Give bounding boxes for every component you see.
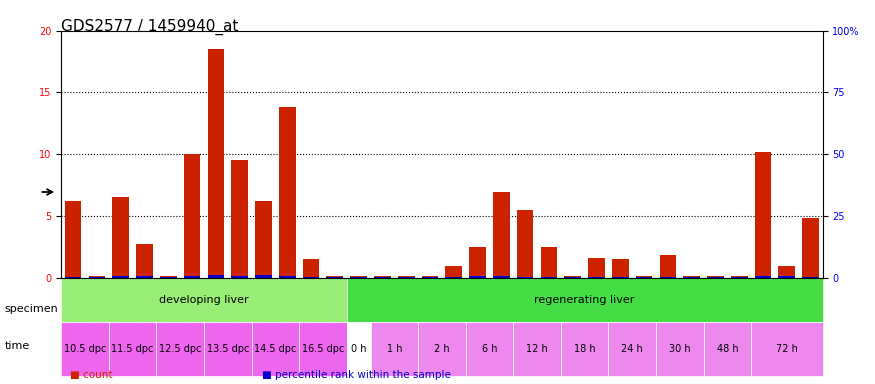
Bar [279, 276, 296, 278]
Bar [541, 277, 557, 278]
Bar [779, 276, 795, 278]
Text: 72 h: 72 h [776, 344, 798, 354]
Bar [184, 276, 200, 278]
Bar [207, 275, 224, 278]
Text: developing liver: developing liver [159, 295, 248, 305]
Bar [445, 266, 462, 278]
Bar [136, 276, 153, 278]
Bar [517, 210, 534, 278]
Bar [779, 266, 795, 278]
Bar [564, 276, 581, 278]
Bar [469, 276, 486, 278]
Bar [660, 277, 676, 278]
Bar [731, 276, 747, 278]
FancyBboxPatch shape [466, 323, 514, 376]
Text: 14.5 dpc: 14.5 dpc [254, 344, 297, 354]
Bar [350, 276, 367, 278]
Bar [802, 277, 819, 278]
Bar [588, 277, 605, 278]
Text: 6 h: 6 h [482, 344, 497, 354]
Text: 0 h: 0 h [351, 344, 367, 354]
Bar [160, 277, 177, 278]
Text: 10.5 dpc: 10.5 dpc [64, 344, 106, 354]
Bar [231, 161, 248, 278]
FancyBboxPatch shape [704, 323, 751, 376]
FancyBboxPatch shape [608, 323, 656, 376]
FancyBboxPatch shape [656, 323, 704, 376]
FancyBboxPatch shape [61, 278, 346, 323]
Bar [112, 276, 129, 278]
FancyBboxPatch shape [299, 323, 346, 376]
FancyBboxPatch shape [157, 323, 204, 376]
Text: 12 h: 12 h [526, 344, 548, 354]
Bar [493, 276, 509, 278]
Bar [160, 276, 177, 278]
Bar [65, 201, 81, 278]
Bar [136, 244, 153, 278]
Bar [231, 276, 248, 278]
FancyBboxPatch shape [252, 323, 299, 376]
Bar [184, 154, 200, 278]
Bar [207, 49, 224, 278]
Text: 24 h: 24 h [621, 344, 643, 354]
Bar [755, 152, 772, 278]
FancyBboxPatch shape [108, 323, 157, 376]
Bar [660, 255, 676, 278]
FancyBboxPatch shape [418, 323, 466, 376]
FancyBboxPatch shape [561, 323, 608, 376]
Bar [612, 259, 628, 278]
Text: 12.5 dpc: 12.5 dpc [159, 344, 201, 354]
Bar [683, 276, 700, 278]
Bar [279, 107, 296, 278]
Bar [88, 276, 105, 278]
Bar [612, 277, 628, 278]
Bar [445, 276, 462, 278]
Bar [374, 276, 391, 278]
Bar [588, 258, 605, 278]
Text: ■ count: ■ count [70, 370, 113, 380]
Text: 18 h: 18 h [574, 344, 595, 354]
Bar [493, 192, 509, 278]
Bar [88, 277, 105, 278]
Bar [802, 218, 819, 278]
FancyBboxPatch shape [346, 278, 822, 323]
Text: 2 h: 2 h [434, 344, 450, 354]
Bar [541, 247, 557, 278]
FancyBboxPatch shape [346, 323, 370, 376]
Bar [112, 197, 129, 278]
Bar [422, 276, 438, 278]
FancyBboxPatch shape [514, 323, 561, 376]
Bar [303, 259, 319, 278]
Text: specimen: specimen [4, 304, 58, 314]
FancyBboxPatch shape [370, 323, 418, 376]
FancyBboxPatch shape [61, 323, 108, 376]
Bar [755, 276, 772, 278]
Text: 16.5 dpc: 16.5 dpc [302, 344, 344, 354]
Text: 48 h: 48 h [717, 344, 738, 354]
Text: GDS2577 / 1459940_at: GDS2577 / 1459940_at [61, 19, 239, 35]
Bar [303, 277, 319, 278]
Text: 30 h: 30 h [669, 344, 690, 354]
Bar [636, 276, 653, 278]
Bar [469, 247, 486, 278]
Bar [255, 275, 272, 278]
Bar [65, 277, 81, 278]
Text: time: time [4, 341, 30, 351]
Text: 13.5 dpc: 13.5 dpc [206, 344, 249, 354]
Bar [398, 276, 415, 278]
Text: regenerating liver: regenerating liver [535, 295, 634, 305]
Text: 1 h: 1 h [387, 344, 402, 354]
Bar [326, 276, 343, 278]
Bar [707, 276, 724, 278]
Text: 11.5 dpc: 11.5 dpc [111, 344, 154, 354]
FancyBboxPatch shape [204, 323, 252, 376]
Text: ■ percentile rank within the sample: ■ percentile rank within the sample [262, 370, 452, 380]
Bar [517, 276, 534, 278]
FancyBboxPatch shape [751, 323, 822, 376]
Bar [255, 201, 272, 278]
